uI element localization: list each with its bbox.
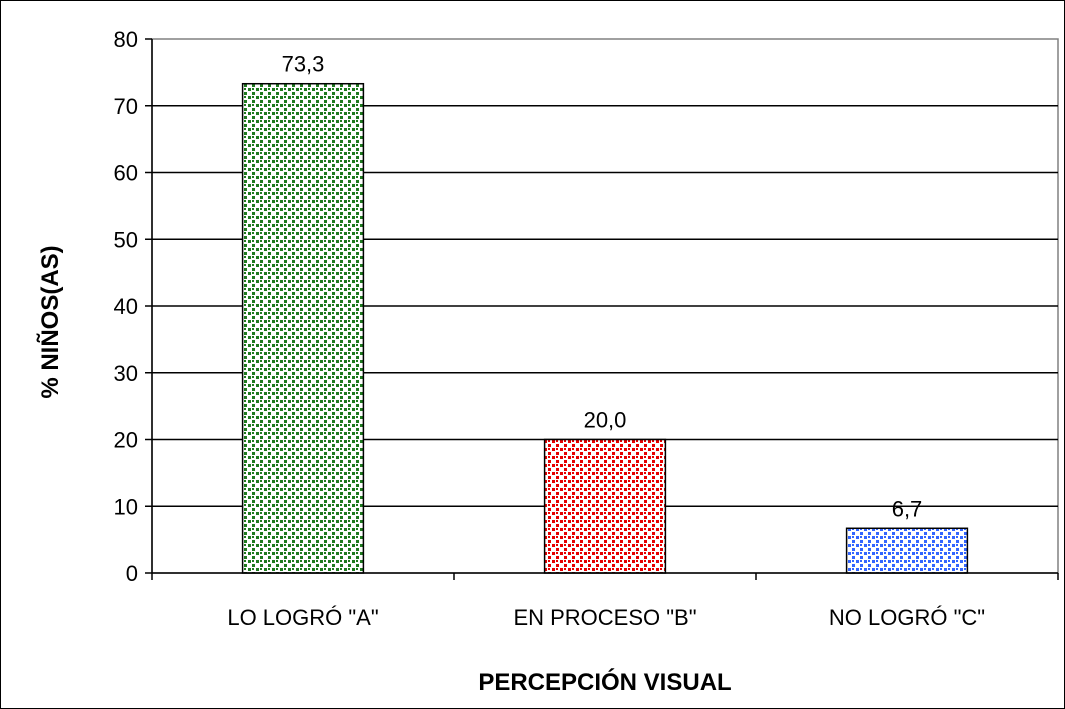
- y-tick-label: 0: [126, 561, 138, 586]
- y-tick-label: 60: [114, 161, 138, 186]
- y-tick-label: 70: [114, 94, 138, 119]
- bar: [241, 82, 365, 574]
- y-tick-label: 40: [114, 294, 138, 319]
- y-axis-title: % NIÑOS(AS): [36, 245, 64, 398]
- x-tick-label: LO LOGRÓ "A": [227, 605, 378, 630]
- y-tick-label: 10: [114, 494, 138, 519]
- data-labels: 73,3 20,0 6,7: [282, 52, 923, 522]
- data-label: 6,7: [892, 496, 923, 521]
- bar: [543, 438, 667, 574]
- x-axis-title: PERCEPCIÓN VISUAL: [478, 668, 731, 696]
- y-tick-label: 80: [114, 27, 138, 52]
- x-axis: LO LOGRÓ "A" EN PROCESO "B" NO LOGRÓ "C": [151, 572, 1059, 630]
- data-label: 73,3: [282, 52, 325, 77]
- y-tick-label: 20: [114, 428, 138, 453]
- y-axis: 0 10 20 30 40 50 60 70 80: [114, 27, 153, 586]
- bars: [241, 82, 969, 574]
- plot-area: 73,3 20,0 6,7: [151, 38, 1059, 574]
- bar: [845, 527, 969, 574]
- x-tick-label: EN PROCESO "B": [513, 605, 696, 630]
- y-tick-label: 50: [114, 227, 138, 252]
- data-label: 20,0: [584, 408, 627, 433]
- y-tick-label: 30: [114, 361, 138, 386]
- x-tick-label: NO LOGRÓ "C": [829, 605, 985, 630]
